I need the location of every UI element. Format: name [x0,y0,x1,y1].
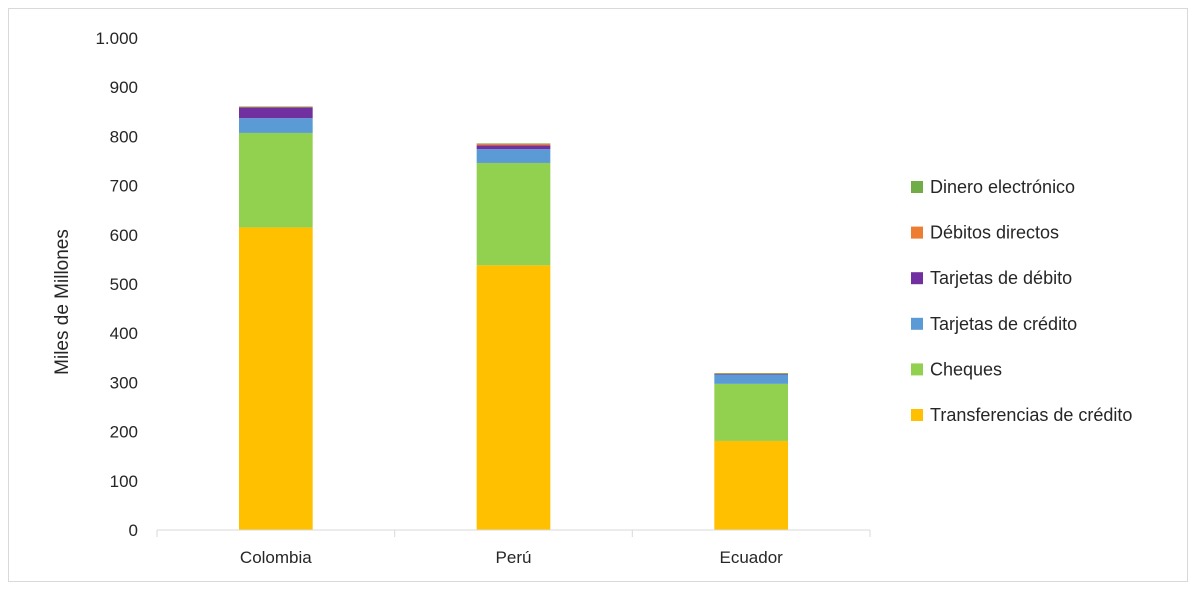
x-category-label: Perú [496,548,532,567]
y-tick-label: 500 [110,275,138,294]
y-tick-label: 100 [110,472,138,491]
legend-swatch [911,317,923,330]
bar-segment [238,118,313,133]
legend-label: Dinero electrónico [930,177,1075,197]
bar-segment [714,374,789,384]
bar-segment [476,162,551,266]
x-axis-tick-labels: Colombia Perú Ecuador [240,548,783,567]
bar-segment [714,383,789,441]
y-axis-tick-labels: 0 100 200 300 400 500 600 700 800 900 1.000 [95,29,138,540]
legend-label: Débitos directos [930,223,1059,243]
y-tick-label: 300 [110,373,138,392]
bar-segment [238,132,313,228]
bar-segment [476,143,551,146]
y-tick-label: 900 [110,78,138,97]
legend-swatch [911,226,923,239]
y-tick-label: 700 [110,177,138,196]
chart-frame [8,8,1188,582]
y-tick-label: 600 [110,226,138,245]
legend-label: Tarjetas de crédito [930,314,1077,334]
legend-swatch [911,409,923,421]
legend-label: Tarjetas de débito [930,268,1072,288]
legend-swatch [911,181,923,193]
y-tick-label: 1.000 [95,29,138,48]
y-tick-label: 200 [110,423,138,442]
bar-segment [476,149,551,163]
bar-segment [476,265,551,530]
bar-segment [238,107,313,119]
y-axis-title: Miles de Millones [52,229,73,375]
x-category-label: Ecuador [720,548,784,567]
bar-segment [238,227,313,531]
legend-swatch [911,272,923,285]
y-tick-label: 400 [110,324,138,343]
legend: Dinero electrónico Débitos directos Tarjet… [911,177,1132,425]
y-tick-label: 800 [110,127,138,146]
legend-label: Transferencias de crédito [930,405,1132,425]
y-tick-label: 0 [129,521,138,540]
bar-segment [476,145,551,150]
legend-swatch [911,363,923,376]
legend-label: Cheques [930,359,1002,379]
x-category-label: Colombia [240,548,312,567]
bar-segment [714,440,789,530]
bars-layer [238,106,789,531]
x-axis-ticks [156,530,871,537]
